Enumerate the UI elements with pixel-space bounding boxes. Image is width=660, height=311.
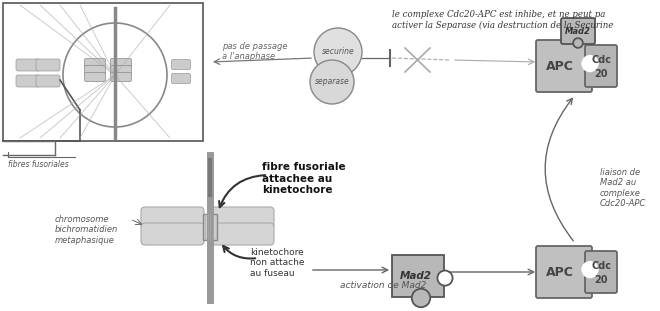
FancyBboxPatch shape	[16, 59, 40, 71]
FancyBboxPatch shape	[536, 40, 592, 92]
Text: le complexe Cdc20-APC est inhibe, et ne peut pa
activer la Separase (via destruc: le complexe Cdc20-APC est inhibe, et ne …	[392, 10, 613, 30]
Text: chromosome
bichromatidien
metaphasique: chromosome bichromatidien metaphasique	[55, 215, 118, 245]
FancyBboxPatch shape	[110, 58, 131, 67]
FancyBboxPatch shape	[84, 66, 106, 75]
FancyBboxPatch shape	[211, 223, 274, 245]
FancyBboxPatch shape	[211, 207, 274, 229]
Text: kinetochore
non attache
au fuseau: kinetochore non attache au fuseau	[250, 248, 304, 278]
Text: fibres fusoriales: fibres fusoriales	[8, 160, 69, 169]
FancyBboxPatch shape	[16, 75, 40, 87]
FancyBboxPatch shape	[141, 207, 204, 229]
Text: securine: securine	[321, 48, 354, 57]
Circle shape	[573, 38, 583, 48]
FancyBboxPatch shape	[561, 18, 595, 44]
Text: APC: APC	[546, 266, 574, 278]
Text: Mad2: Mad2	[400, 271, 432, 281]
FancyBboxPatch shape	[110, 66, 131, 75]
Circle shape	[438, 271, 453, 286]
FancyBboxPatch shape	[585, 251, 617, 293]
FancyBboxPatch shape	[36, 59, 60, 71]
Circle shape	[310, 60, 354, 104]
Text: Cdc: Cdc	[591, 261, 611, 271]
Text: separase: separase	[315, 77, 349, 86]
FancyBboxPatch shape	[392, 255, 444, 297]
FancyBboxPatch shape	[36, 75, 60, 87]
FancyBboxPatch shape	[585, 45, 617, 87]
Text: fibre fusoriale
attachee au
kinetochore: fibre fusoriale attachee au kinetochore	[262, 162, 346, 195]
Text: pas de passage
a l'anaphase: pas de passage a l'anaphase	[222, 42, 288, 61]
FancyBboxPatch shape	[172, 73, 191, 83]
FancyBboxPatch shape	[203, 214, 217, 240]
Text: liaison de
Mad2 au
complexe
Cdc20-APC: liaison de Mad2 au complexe Cdc20-APC	[600, 168, 646, 208]
Bar	[3, 3, 203, 141]
Text: Cdc: Cdc	[591, 55, 611, 65]
FancyBboxPatch shape	[84, 58, 106, 67]
Text: APC: APC	[546, 59, 574, 72]
Circle shape	[314, 28, 362, 76]
Text: activation de Mad2: activation de Mad2	[340, 281, 426, 290]
Circle shape	[63, 23, 167, 127]
FancyBboxPatch shape	[110, 72, 131, 81]
FancyBboxPatch shape	[84, 72, 106, 81]
Circle shape	[412, 289, 430, 307]
Circle shape	[581, 55, 599, 72]
FancyBboxPatch shape	[536, 246, 592, 298]
Text: Mad2: Mad2	[565, 26, 591, 35]
Text: 20: 20	[594, 275, 608, 285]
FancyBboxPatch shape	[141, 223, 204, 245]
Text: 20: 20	[594, 69, 608, 79]
FancyBboxPatch shape	[172, 59, 191, 69]
Circle shape	[581, 261, 599, 278]
